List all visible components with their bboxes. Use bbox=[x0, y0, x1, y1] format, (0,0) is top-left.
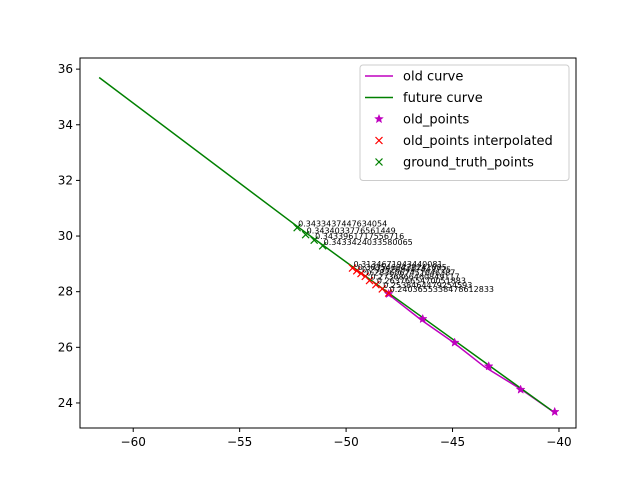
legend-label-old-points: old_points bbox=[403, 113, 469, 128]
point-old-points-4 bbox=[515, 384, 526, 394]
x-tick-label-1: −55 bbox=[227, 435, 252, 449]
y-tick-label-4: 32 bbox=[58, 173, 73, 187]
axes-frame bbox=[79, 57, 577, 429]
point-old-points-interpolated-4-stroke-b bbox=[365, 276, 374, 285]
x-tick-label-3: −45 bbox=[440, 435, 465, 449]
point-ground-truth-points-0-stroke-b bbox=[293, 223, 302, 232]
point-old-points-interpolated-2 bbox=[357, 269, 365, 278]
series-line-future-curve bbox=[98, 76, 556, 414]
point-old-points-interpolated-4 bbox=[365, 276, 374, 285]
y-tick-label-6: 36 bbox=[58, 62, 73, 76]
legend: old curve future curve old_points old_point… bbox=[359, 64, 570, 181]
point-old-points-interpolated-1 bbox=[352, 266, 361, 275]
annotation-label-11: 0.2403655338478612833 bbox=[390, 285, 494, 294]
point-old-points-interpolated-6 bbox=[378, 284, 387, 293]
axis-ticks: −60 −55 −50 −45 −40 24 26 28 30 32 34 36 bbox=[58, 62, 572, 449]
legend-swatch-old-points-interpolated-stroke-b bbox=[375, 136, 383, 145]
annotation-label-6: 0.2935268447443725 bbox=[362, 266, 451, 275]
point-old-points-3 bbox=[483, 361, 494, 371]
point-old-points-interpolated-0 bbox=[348, 264, 357, 272]
point-old-points-5 bbox=[549, 406, 560, 417]
legend-label-future-curve: future curve bbox=[403, 91, 483, 106]
point-old-points-2 bbox=[449, 337, 460, 347]
point-ground-truth-points-0 bbox=[293, 223, 302, 232]
point-old-points-interpolated-0-stroke-b bbox=[348, 264, 357, 272]
annotation-label-10: 0.2538464479254593 bbox=[383, 281, 472, 290]
legend-swatch-ground-truth-points bbox=[375, 158, 383, 166]
point-old-points-interpolated-6-stroke-b bbox=[378, 284, 387, 293]
y-tick-label-5: 34 bbox=[58, 118, 73, 132]
y-tick-label-3: 30 bbox=[58, 229, 73, 243]
x-tick-label-4: −40 bbox=[546, 435, 571, 449]
annotation-label-9: 0.2637665470051883 bbox=[377, 277, 466, 286]
point-ground-truth-points-2-stroke-b bbox=[310, 236, 319, 245]
point-old-points-1 bbox=[417, 313, 428, 324]
point-ground-truth-points-2 bbox=[310, 236, 319, 245]
point-old-points-interpolated-7-stroke-b bbox=[384, 289, 393, 297]
annotation-label-1: 0.3434033776561449 bbox=[307, 227, 396, 236]
annotation-label-0: 0.3433437447634054 bbox=[298, 220, 387, 229]
annotation-label-2: 0.3433961717556716 bbox=[315, 232, 404, 241]
point-ground-truth-points-3-stroke-b bbox=[318, 241, 327, 250]
x-tick-label-2: −50 bbox=[333, 435, 358, 449]
point-old-points-interpolated-3-stroke-b bbox=[361, 272, 370, 281]
annotation-label-7: 0.2836067451646387 bbox=[366, 268, 455, 277]
legend-swatch-old-points bbox=[374, 113, 384, 124]
point-old-points-interpolated-5 bbox=[371, 280, 380, 289]
point-old-points-interpolated-7 bbox=[384, 289, 393, 297]
point-ground-truth-points-1-stroke-b bbox=[301, 230, 310, 239]
annotation-label-3: 0.3433424033580065 bbox=[324, 238, 413, 247]
y-tick-label-1: 26 bbox=[58, 340, 73, 354]
legend-box bbox=[359, 64, 570, 181]
plot-area: 0.34334374476340540.34340337765614490.34… bbox=[98, 76, 560, 417]
annotation-label-5: 0.3035469438241085 bbox=[358, 263, 447, 272]
legend-swatch-ground-truth-points-stroke-b bbox=[375, 158, 383, 166]
x-tick-label-0: −60 bbox=[121, 435, 146, 449]
legend-label-old-points-interpolated: old_points interpolated bbox=[403, 134, 553, 149]
legend-label-ground-truth-points: ground_truth_points bbox=[403, 156, 534, 171]
legend-label-old-curve: old curve bbox=[403, 70, 463, 85]
y-tick-label-0: 24 bbox=[58, 396, 73, 410]
point-ground-truth-points-1 bbox=[301, 230, 310, 239]
annotation-label-4: 0.3134671943440081 bbox=[353, 260, 442, 269]
point-old-points-interpolated-2-stroke-b bbox=[357, 269, 365, 278]
point-old-points-interpolated-1-stroke-b bbox=[352, 266, 361, 275]
point-old-points-interpolated-5-stroke-b bbox=[371, 280, 380, 289]
annotation-label-8: 0.2736866460849117 bbox=[371, 273, 460, 282]
legend-swatch-old-points-interpolated bbox=[375, 136, 383, 145]
point-ground-truth-points-3 bbox=[318, 241, 327, 250]
y-tick-label-2: 28 bbox=[58, 285, 73, 299]
